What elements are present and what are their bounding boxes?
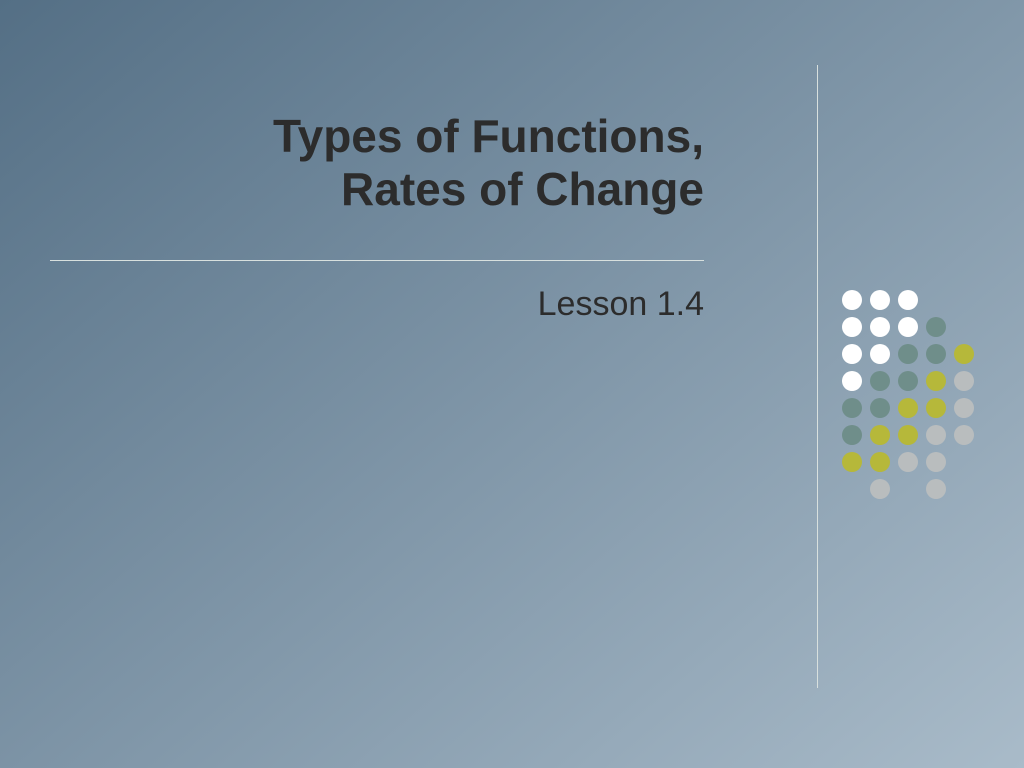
dot-row	[842, 479, 982, 499]
decorative-dot-grid	[842, 290, 982, 506]
dot-icon	[898, 317, 918, 337]
dot-icon	[870, 317, 890, 337]
slide-subtitle: Lesson 1.4	[538, 285, 704, 324]
dot-icon	[842, 398, 862, 418]
dot-icon	[842, 452, 862, 472]
dot-icon	[954, 371, 974, 391]
dot-icon	[954, 425, 974, 445]
dot-icon	[926, 317, 946, 337]
dot-icon	[870, 398, 890, 418]
dot-icon	[898, 452, 918, 472]
dot-icon	[926, 371, 946, 391]
dot-row	[842, 290, 982, 310]
dot-icon	[898, 371, 918, 391]
dot-row	[842, 371, 982, 391]
dot-icon	[870, 290, 890, 310]
dot-icon	[842, 317, 862, 337]
dot-icon	[954, 398, 974, 418]
dot-icon	[842, 344, 862, 364]
dot-icon	[926, 452, 946, 472]
vertical-divider	[817, 65, 818, 688]
slide-title: Types of Functions, Rates of Change	[273, 110, 704, 216]
dot-icon	[898, 398, 918, 418]
dot-icon	[842, 290, 862, 310]
dot-icon	[870, 479, 890, 499]
dot-row	[842, 452, 982, 472]
dot-icon	[926, 479, 946, 499]
dot-row	[842, 317, 982, 337]
dot-icon	[926, 344, 946, 364]
dot-icon	[898, 425, 918, 445]
dot-icon	[954, 344, 974, 364]
dot-icon	[926, 425, 946, 445]
dot-icon	[898, 290, 918, 310]
horizontal-divider	[50, 260, 704, 261]
dot-row	[842, 425, 982, 445]
dot-row	[842, 344, 982, 364]
title-line-2: Rates of Change	[341, 163, 704, 215]
dot-icon	[926, 398, 946, 418]
dot-icon	[842, 371, 862, 391]
dot-icon	[842, 425, 862, 445]
slide: Types of Functions, Rates of Change Less…	[0, 0, 1024, 768]
dot-icon	[870, 344, 890, 364]
dot-icon	[870, 371, 890, 391]
title-line-1: Types of Functions,	[273, 110, 704, 162]
dot-row	[842, 398, 982, 418]
dot-icon	[870, 452, 890, 472]
dot-icon	[870, 425, 890, 445]
dot-icon	[898, 344, 918, 364]
